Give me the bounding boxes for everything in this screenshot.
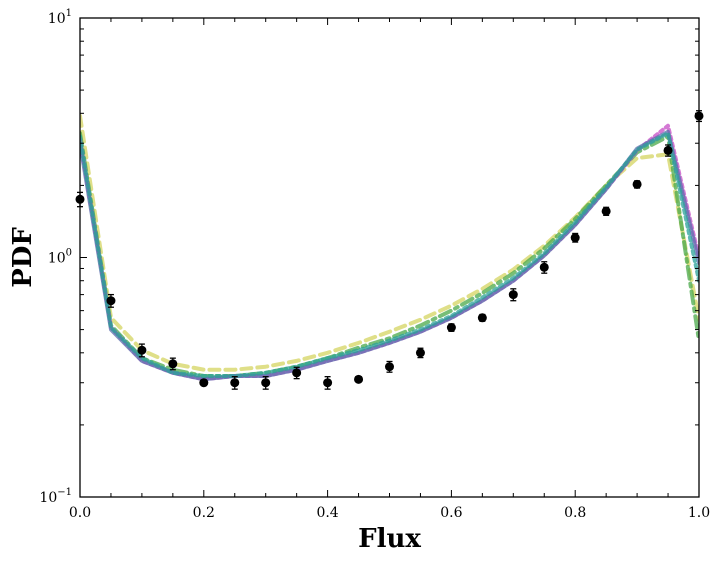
y-tick-label: 100 <box>48 248 72 267</box>
observed-point <box>601 206 611 216</box>
observed-point <box>508 288 518 302</box>
observed-point <box>570 232 580 243</box>
observed-point <box>539 261 549 274</box>
observed-point <box>230 376 240 390</box>
series-line-1 <box>80 113 699 372</box>
observed-point <box>106 293 116 308</box>
series-line-5 <box>80 131 699 378</box>
data-marker <box>539 262 549 272</box>
data-marker <box>385 362 394 372</box>
data-marker <box>570 233 580 243</box>
observed-point <box>446 323 456 333</box>
data-marker <box>137 345 147 355</box>
data-marker <box>632 179 642 189</box>
x-tick-label: 0.4 <box>316 505 338 521</box>
data-marker <box>323 378 333 388</box>
ticks-layer: 0.0 0.2 0.4 0.6 0.8 1.0 10−1 100 101 <box>39 8 710 521</box>
observed-point <box>261 376 271 390</box>
plot-frame <box>79 17 700 498</box>
data-marker <box>446 323 456 333</box>
y-tick-label: 101 <box>48 8 72 27</box>
data-marker <box>415 348 425 358</box>
data-marker <box>601 206 611 216</box>
data-marker <box>261 378 271 388</box>
observed-point <box>385 360 394 373</box>
y-tick-label: 10−1 <box>39 487 72 506</box>
series-layer <box>80 113 699 382</box>
data-marker <box>168 359 178 369</box>
data-marker <box>106 296 116 306</box>
data-marker <box>199 378 209 388</box>
x-tick-label: 0.8 <box>564 505 586 521</box>
observed-point <box>477 313 487 323</box>
x-tick-label: 0.0 <box>69 505 91 521</box>
series-line-2 <box>80 131 699 378</box>
data-marker <box>508 290 518 300</box>
observed-point <box>323 376 333 390</box>
x-tick-label: 0.6 <box>440 505 462 521</box>
observed-point <box>632 179 642 189</box>
observed-point <box>137 343 147 358</box>
observed-point <box>415 347 425 359</box>
x-axis-title: Flux <box>358 524 421 554</box>
observed-point <box>354 374 364 384</box>
observed-point <box>292 366 302 380</box>
data-marker <box>663 145 673 155</box>
data-marker <box>354 374 364 384</box>
y-axis-title: PDF <box>8 227 38 288</box>
x-tick-label: 1.0 <box>688 505 710 521</box>
observed-point <box>663 144 673 157</box>
observed-point <box>168 357 178 371</box>
x-tick-label: 0.2 <box>193 505 215 521</box>
observed-point <box>199 378 209 388</box>
data-marker <box>292 368 302 378</box>
observed-points-layer <box>75 110 704 390</box>
data-marker <box>477 313 487 323</box>
data-marker <box>230 378 240 388</box>
